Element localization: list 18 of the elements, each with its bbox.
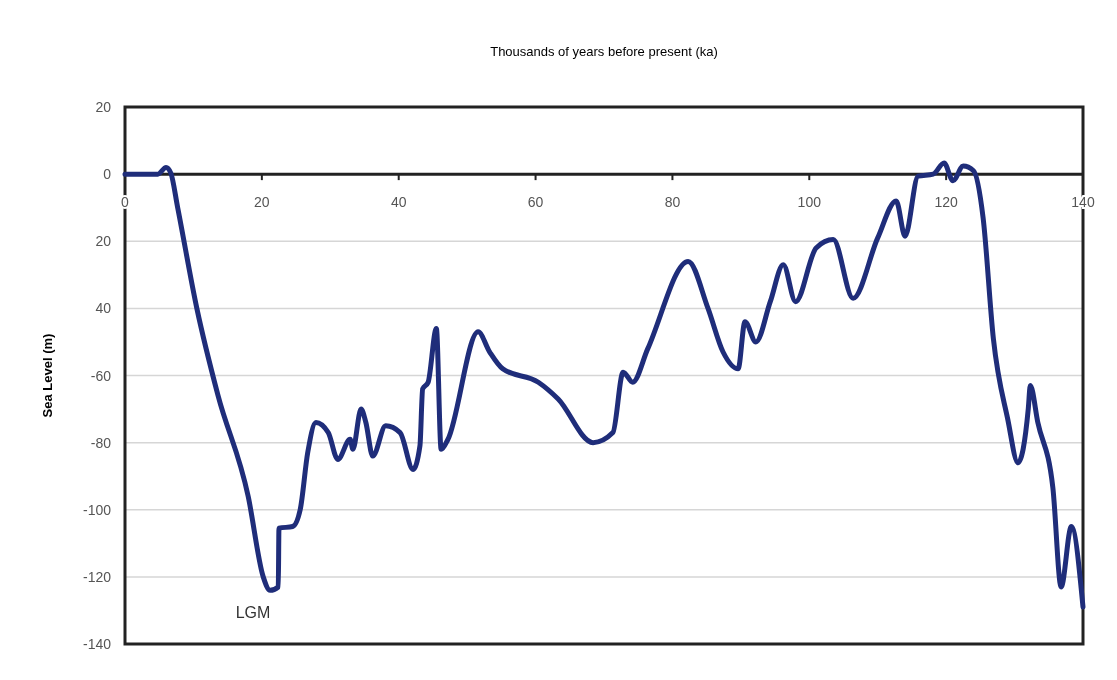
y-tick-label: -100 <box>82 501 112 518</box>
y-tick-label: 20 <box>95 233 112 250</box>
x-tick-label: 120 <box>934 194 959 211</box>
x-tick-label: 80 <box>664 194 681 211</box>
y-tick-label: 40 <box>95 300 112 317</box>
y-tick-label: -140 <box>82 636 112 652</box>
annotation: LGM <box>235 604 271 621</box>
x-axis-title: Thousands of years before present (ka) <box>490 44 718 59</box>
x-tick-label: 60 <box>527 194 544 211</box>
y-axis-title: Sea Level (m) <box>40 333 55 418</box>
x-tick-label: 100 <box>797 194 822 211</box>
y-tick-label: -120 <box>82 568 112 585</box>
y-tick-label: 20 <box>95 99 112 115</box>
y-tick-label: -80 <box>90 434 112 451</box>
y-tick-label: -60 <box>90 367 112 384</box>
x-tick-label: 20 <box>254 194 270 211</box>
x-tick-label: 40 <box>390 194 407 211</box>
y-tick-label: 0 <box>103 166 112 183</box>
